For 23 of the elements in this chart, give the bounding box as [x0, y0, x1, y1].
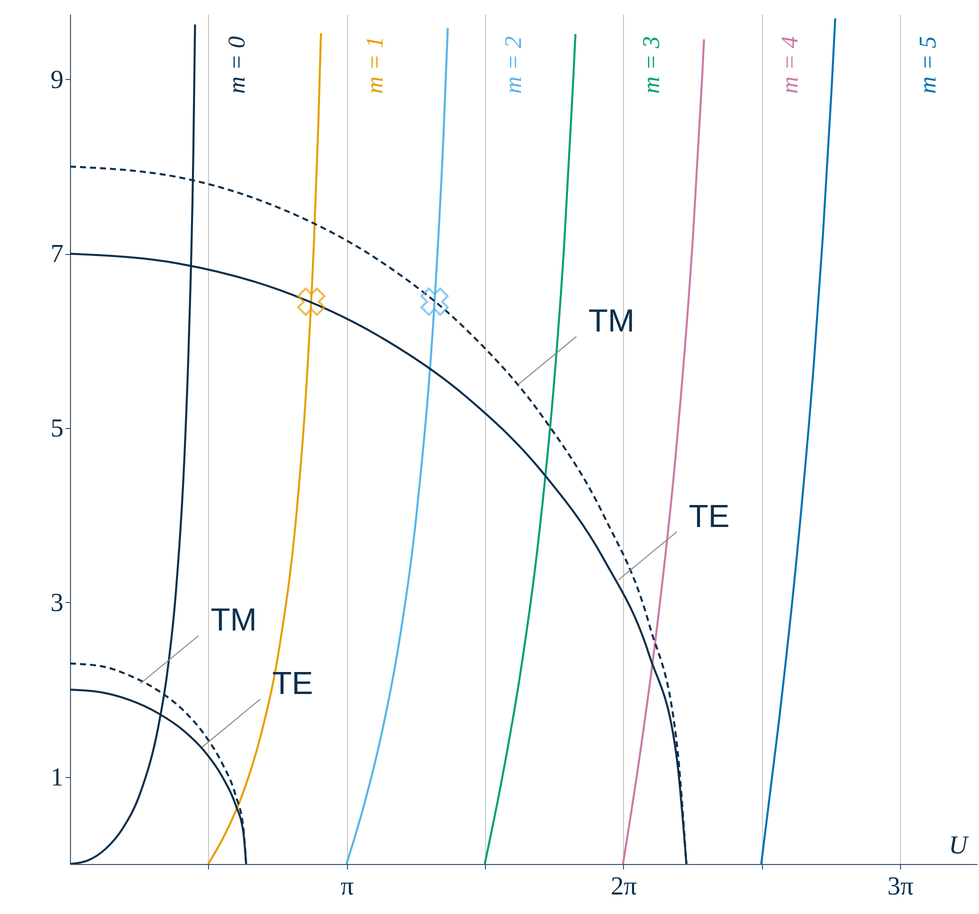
annotation: TM [588, 302, 635, 339]
text: m = 1 [362, 36, 389, 94]
annotation: TE [688, 498, 730, 534]
text: m = 4 [777, 36, 804, 94]
y-tick-label: 5 [50, 414, 64, 443]
x-axis-title: U [948, 830, 970, 860]
line-series [484, 33, 576, 864]
x-tick-label: 3π [887, 872, 914, 900]
y-tick-label: 1 [50, 762, 64, 792]
line-series [207, 32, 322, 864]
y-tick-label: 3 [50, 588, 64, 617]
annotation: TM [210, 602, 257, 638]
y-tick-label: 7 [50, 239, 64, 268]
text: m = 2 [500, 36, 527, 94]
y-tick-label: 9 [50, 64, 64, 94]
x-tick-label: π [340, 872, 354, 900]
line-series [760, 17, 836, 864]
x-tick-label: 2π [610, 872, 637, 900]
annotation: TE [272, 665, 314, 702]
line-series [346, 26, 449, 864]
text: m = 5 [916, 36, 942, 94]
text: m = 0 [224, 36, 250, 94]
text: m = 3 [639, 36, 666, 94]
